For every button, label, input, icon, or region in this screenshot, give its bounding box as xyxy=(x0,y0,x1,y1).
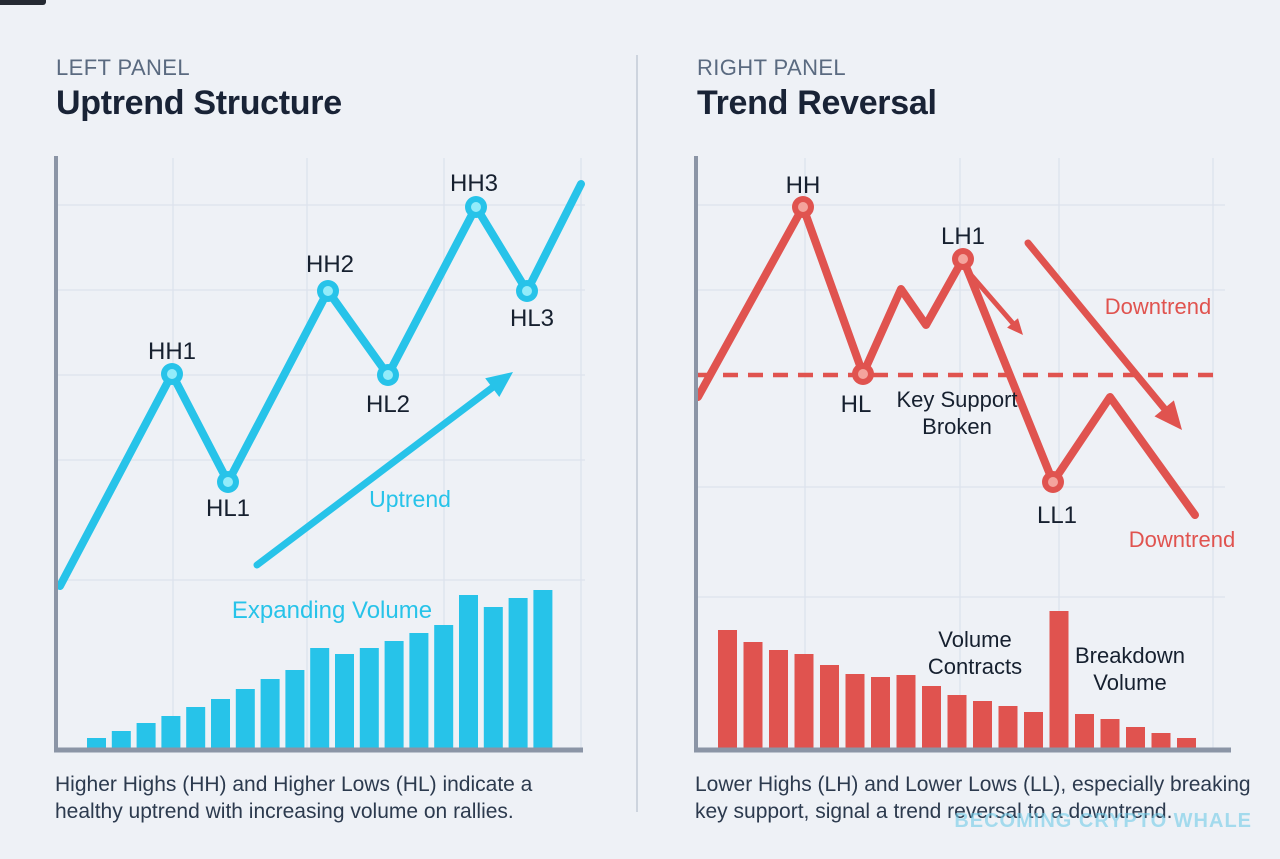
trend-arrow-head xyxy=(1154,400,1182,430)
top-left-dark-sliver xyxy=(0,0,46,5)
annotation-breakdown: Breakdown xyxy=(1075,643,1185,668)
right-panel-eyebrow: RIGHT PANEL xyxy=(697,55,847,80)
trend-arrow-head xyxy=(485,372,513,397)
volume-bar xyxy=(111,731,131,750)
trend-arrow-shaft xyxy=(1024,239,1168,412)
volume-bar xyxy=(260,679,280,750)
point-label-HL3: HL3 xyxy=(510,305,554,332)
volume-bar xyxy=(186,707,206,750)
trend-arrow-head xyxy=(1007,318,1023,335)
volume-bar xyxy=(973,701,992,750)
volume-bar xyxy=(434,625,454,750)
volume-bar xyxy=(845,674,865,750)
trend-arrow-shaft xyxy=(962,265,1015,326)
point-label-HH3: HH3 xyxy=(450,170,498,197)
volume-bar xyxy=(871,677,890,750)
left-panel-title: Uptrend Structure xyxy=(56,84,342,122)
volume-bar xyxy=(922,686,941,750)
price-marker-inner-HH xyxy=(798,202,808,212)
uptrend-chart: HH1 HL1 HH2 HL2 HH3 HL3 Uptrend Expanding Volum… xyxy=(54,156,585,753)
panel-divider xyxy=(636,55,638,812)
price-marker-inner-LH1 xyxy=(958,254,968,264)
right-panel-caption: Lower Highs (LH) and Lower Lows (LL), es… xyxy=(695,773,1251,824)
price-line xyxy=(56,180,585,590)
volume-bar xyxy=(1075,714,1094,750)
annotation-volume: Volume xyxy=(1093,670,1166,695)
price-marker-inner-HL1 xyxy=(223,477,233,487)
volume-bar xyxy=(310,648,330,750)
volume-bar xyxy=(896,675,916,750)
volume-bar xyxy=(998,706,1018,750)
annotation-uptrend: Uptrend xyxy=(369,486,451,512)
volume-bar xyxy=(285,670,305,750)
annotation-downtrend: Downtrend xyxy=(1105,294,1211,319)
price-marker-inner-HH2 xyxy=(323,286,333,296)
volume-bar xyxy=(136,723,156,750)
price-marker-inner-HL xyxy=(858,369,868,379)
watermark: BECOMING CRYPTO WHALE xyxy=(954,810,1252,832)
left-panel-eyebrow: LEFT PANEL xyxy=(56,55,191,80)
point-label-HH1: HH1 xyxy=(148,338,196,365)
volume-bar xyxy=(769,650,788,750)
annotation-downtrend: Downtrend xyxy=(1129,527,1235,552)
volume-bar xyxy=(1177,738,1196,750)
price-line xyxy=(694,203,1199,519)
price-marker-inner-HH3 xyxy=(471,202,481,212)
volume-bar xyxy=(1049,611,1069,750)
volume-bar xyxy=(384,641,404,750)
volume-bar xyxy=(1100,719,1120,750)
volume-bar xyxy=(947,695,967,750)
right-panel-title: Trend Reversal xyxy=(697,84,937,122)
volume-bar xyxy=(211,699,230,750)
volume-bar xyxy=(718,630,737,750)
volume-bar xyxy=(161,716,181,750)
left-panel-caption: Higher Highs (HH) and Higher Lows (HL) i… xyxy=(55,773,533,824)
point-label-LL1: LL1 xyxy=(1037,502,1077,529)
annotation-volume: Volume xyxy=(938,627,1011,652)
annotation-broken: Broken xyxy=(922,414,992,439)
volume-bar xyxy=(820,665,839,750)
trend-arrow-shaft xyxy=(253,384,496,569)
volume-bar xyxy=(794,654,814,750)
volume-bar xyxy=(235,689,255,750)
price-marker-inner-HH1 xyxy=(167,369,177,379)
point-label-HL2: HL2 xyxy=(366,391,410,418)
point-label-HL: HL xyxy=(841,391,872,418)
point-label-HH2: HH2 xyxy=(306,251,354,278)
volume-bar xyxy=(533,590,553,750)
volume-bar xyxy=(483,607,503,750)
annotation-contracts: Contracts xyxy=(928,654,1022,679)
volume-bar xyxy=(359,648,379,750)
price-marker-inner-HL2 xyxy=(383,370,393,380)
volume-bar xyxy=(87,738,106,750)
point-label-LH1: LH1 xyxy=(941,223,985,250)
volume-bar xyxy=(508,598,528,750)
volume-bar xyxy=(743,642,763,750)
volume-bar xyxy=(409,633,429,750)
volume-bar xyxy=(1151,733,1171,750)
volume-bar xyxy=(459,595,478,750)
volume-bar xyxy=(1126,727,1145,750)
price-marker-inner-LL1 xyxy=(1048,477,1058,487)
point-label-HH: HH xyxy=(786,172,821,199)
volume-bar xyxy=(1024,712,1043,750)
annotation-expanding-volume: Expanding Volume xyxy=(232,597,432,624)
point-label-HL1: HL1 xyxy=(206,495,250,522)
volume-bar xyxy=(335,654,354,750)
annotation-key-support: Key Support xyxy=(896,387,1017,412)
price-marker-inner-HL3 xyxy=(522,286,532,296)
